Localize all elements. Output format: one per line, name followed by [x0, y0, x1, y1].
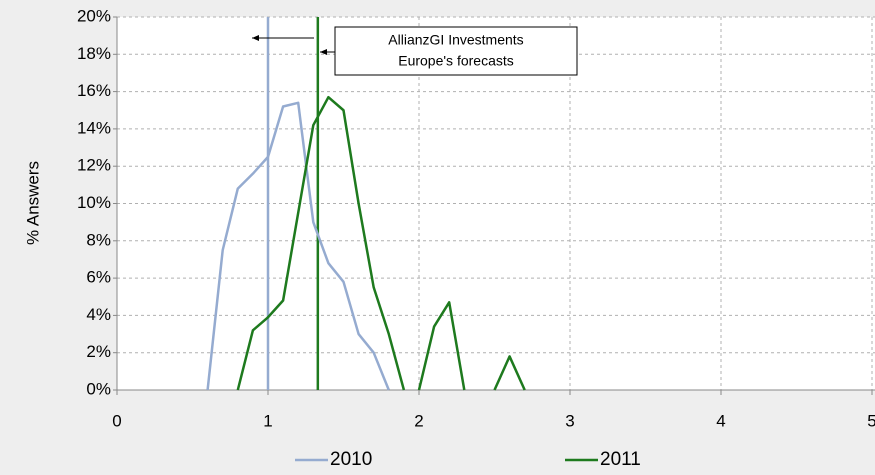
series-line — [206, 101, 390, 391]
y-tick-label: 20% — [77, 6, 111, 25]
legend-label: 2011 — [600, 449, 641, 470]
x-tick-label: 4 — [716, 411, 725, 430]
y-tick-label: 12% — [77, 156, 111, 175]
annotation-text: Europe's forecasts — [398, 53, 514, 69]
y-axis-label: % Answers — [23, 161, 42, 245]
y-tick-label: 14% — [77, 118, 111, 137]
annotation-text: AllianzGI Investments — [388, 32, 523, 48]
y-tick-label: 2% — [86, 342, 111, 361]
legend-label: 2010 — [330, 449, 372, 470]
x-tick-label: 1 — [263, 411, 272, 430]
x-tick-label: 0 — [112, 411, 121, 430]
x-tick-label: 3 — [565, 411, 574, 430]
y-tick-label: 4% — [86, 305, 111, 324]
y-tick-label: 8% — [86, 230, 111, 249]
y-tick-label: 10% — [77, 193, 111, 212]
series-line — [236, 95, 526, 391]
y-tick-label: 6% — [86, 268, 111, 287]
y-tick-label: 16% — [77, 81, 111, 100]
y-tick-label: 0% — [86, 379, 111, 398]
x-tick-label: 2 — [414, 411, 423, 430]
y-tick-label: 18% — [77, 44, 111, 63]
x-tick-label: 5 — [867, 411, 875, 430]
annotation-box — [334, 26, 578, 76]
